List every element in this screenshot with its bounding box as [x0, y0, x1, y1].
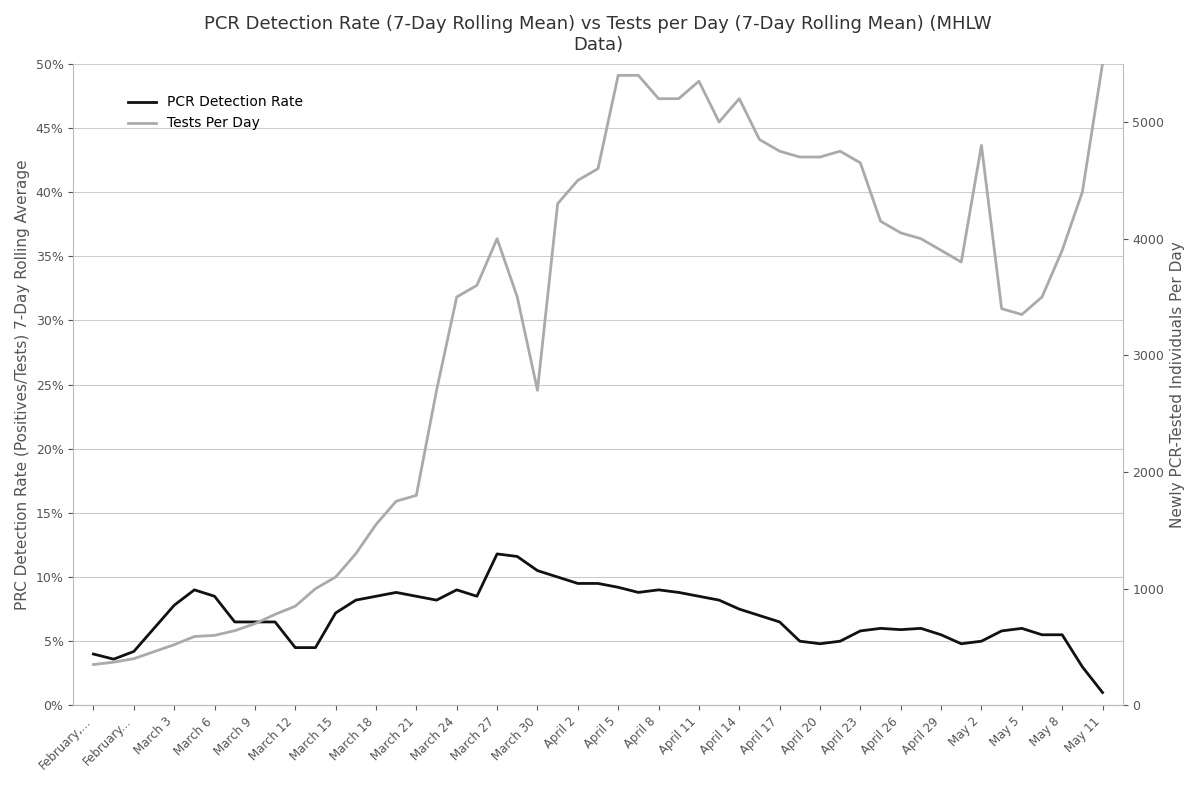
- Title: PCR Detection Rate (7-Day Rolling Mean) vs Tests per Day (7-Day Rolling Mean) (M: PCR Detection Rate (7-Day Rolling Mean) …: [204, 15, 992, 54]
- Tests Per Day: [86, 660, 101, 669]
- PCR Detection Rate: [490, 549, 504, 559]
- Tests Per Day: [812, 153, 827, 162]
- Tests Per Day: [409, 490, 424, 500]
- PCR Detection Rate: [308, 643, 323, 652]
- Tests Per Day: [1075, 187, 1090, 197]
- Y-axis label: Newly PCR-Tested Individuals Per Day: Newly PCR-Tested Individuals Per Day: [1170, 241, 1186, 528]
- Line: Tests Per Day: Tests Per Day: [94, 64, 1103, 664]
- Tests Per Day: [752, 135, 767, 144]
- PCR Detection Rate: [409, 592, 424, 601]
- PCR Detection Rate: [833, 637, 847, 646]
- Y-axis label: PRC Detection Rate (Positives/Tests) 7-Day Rolling Average: PRC Detection Rate (Positives/Tests) 7-D…: [16, 159, 30, 610]
- PCR Detection Rate: [389, 588, 403, 597]
- Tests Per Day: [308, 584, 323, 593]
- Legend: PCR Detection Rate, Tests Per Day: PCR Detection Rate, Tests Per Day: [122, 90, 308, 136]
- Line: PCR Detection Rate: PCR Detection Rate: [94, 554, 1103, 693]
- PCR Detection Rate: [1075, 662, 1090, 671]
- Tests Per Day: [1096, 59, 1110, 68]
- PCR Detection Rate: [86, 649, 101, 659]
- PCR Detection Rate: [1096, 688, 1110, 697]
- PCR Detection Rate: [773, 617, 787, 626]
- Tests Per Day: [389, 497, 403, 506]
